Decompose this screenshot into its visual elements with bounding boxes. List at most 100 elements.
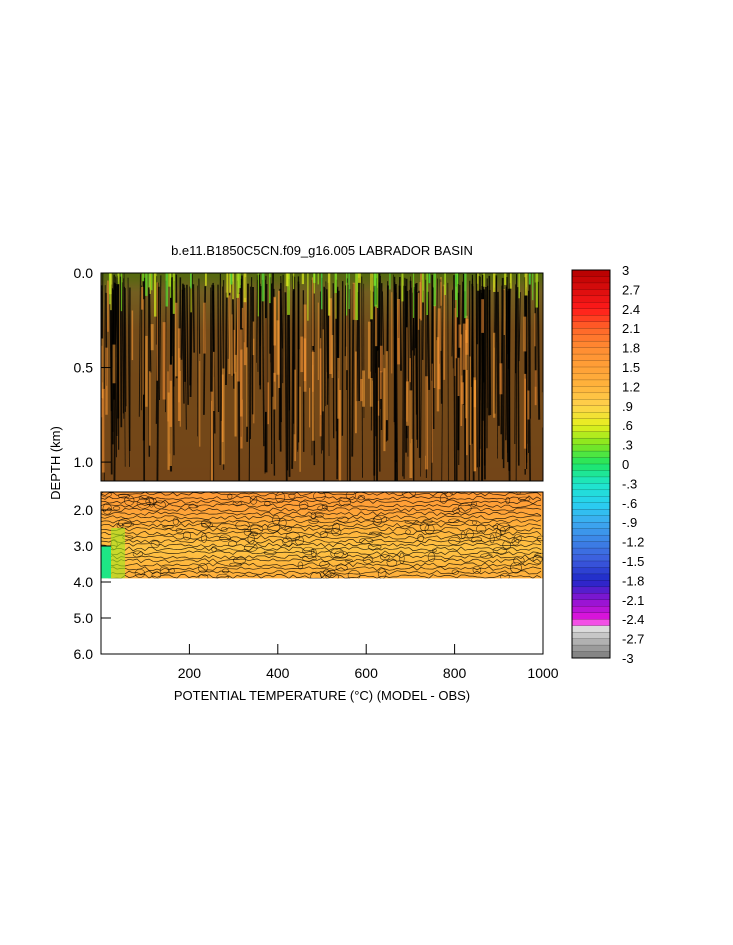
contour-line	[248, 286, 251, 481]
contour-cell	[532, 554, 543, 564]
colorbar-band	[571, 651, 611, 659]
contour-line	[101, 507, 542, 512]
contour-line	[116, 281, 119, 437]
contour-cell	[201, 522, 214, 528]
contour-cell	[476, 524, 487, 535]
contour-cell	[386, 558, 398, 567]
colorbar-band	[571, 619, 611, 627]
colorbar-band	[571, 315, 611, 323]
contour-cell	[317, 505, 328, 512]
colorbar-band	[571, 606, 611, 614]
colorbar-band	[571, 308, 611, 316]
contour-line	[198, 278, 201, 362]
upper-y-axis: 0.0 0.5 1.0	[74, 265, 111, 470]
contour-line	[394, 292, 397, 386]
contour-cell	[362, 556, 374, 564]
contour-cell	[310, 511, 317, 520]
colorbar-label: 1.2	[622, 379, 640, 394]
contour-line	[183, 284, 186, 382]
colorbar-band	[571, 399, 611, 407]
contour-cell	[427, 552, 436, 563]
x-tick-label: 600	[355, 665, 379, 681]
colorbar-band	[571, 457, 611, 465]
contour-line	[479, 289, 482, 449]
contour-line	[101, 515, 541, 520]
colorbar-band	[571, 340, 611, 349]
contour-cell	[431, 548, 437, 553]
contour-cell	[439, 493, 448, 504]
lower-y-tick-label: 2.0	[74, 502, 94, 518]
contour-cell	[466, 529, 474, 539]
contour-cell	[480, 553, 493, 559]
contour-line	[172, 289, 175, 456]
contour-cell	[505, 497, 511, 505]
colorbar-label: -.9	[622, 515, 637, 530]
colorbar-band	[571, 418, 611, 426]
contour-line	[101, 542, 542, 548]
low-anomaly-fade	[111, 528, 125, 579]
contour-line	[101, 546, 542, 552]
contour-line	[402, 285, 405, 477]
contour-line	[372, 291, 375, 481]
x-tick-label: 800	[443, 665, 467, 681]
contour-line	[101, 554, 542, 560]
contour-cell	[332, 522, 341, 533]
contour-line	[506, 287, 508, 453]
contour-cell	[227, 493, 233, 500]
colorbar-label: .3	[622, 438, 633, 453]
contour-cell	[335, 564, 348, 572]
contour-cell	[267, 523, 281, 533]
contour-cell	[288, 492, 296, 499]
contour-line	[325, 281, 328, 373]
contour-cell	[249, 524, 264, 535]
contour-cell	[331, 527, 342, 537]
lower-y-tick-label: 6.0	[74, 646, 94, 662]
colorbar-band	[571, 302, 611, 310]
contour-cell	[118, 493, 130, 499]
contour-cell	[373, 514, 387, 524]
contour-line	[475, 273, 478, 468]
contour-cell	[492, 525, 498, 529]
no-data-region	[101, 578, 543, 584]
contour-cell	[282, 536, 293, 547]
colorbar-frame	[571, 269, 611, 659]
contour-cell	[359, 537, 374, 545]
colorbar-band	[571, 366, 611, 374]
contour-cell	[310, 548, 317, 558]
contour-cell	[263, 501, 271, 507]
contour-cell	[148, 496, 155, 508]
contour-line	[156, 286, 160, 481]
colorbar-band	[571, 437, 611, 446]
contour-line	[125, 288, 127, 407]
contour-line	[101, 511, 542, 517]
colorbar-band	[571, 379, 611, 387]
contour-line	[256, 275, 258, 363]
colorbar-band	[571, 405, 611, 413]
contour-line	[119, 276, 123, 428]
colorbar-band	[571, 360, 611, 368]
contour-line	[324, 288, 327, 407]
contour-line	[517, 287, 520, 466]
contour-line	[527, 290, 531, 481]
colorbar-band	[571, 541, 611, 549]
contour-cell	[132, 550, 143, 558]
contour-line	[471, 286, 474, 444]
contour-cell	[401, 492, 416, 499]
colorbar-band	[571, 560, 611, 568]
contour-line	[453, 275, 456, 481]
contour-cell	[249, 495, 258, 505]
contour-cell	[448, 536, 461, 545]
contour-line	[101, 566, 542, 571]
colorbar-band	[571, 353, 611, 361]
contour-line	[101, 492, 542, 497]
contour-cell	[232, 556, 247, 564]
contour-line	[101, 519, 542, 524]
upper-panel: 0.0 0.5 1.0	[74, 265, 544, 482]
contour-cell	[263, 550, 277, 556]
contour-cell	[159, 566, 170, 575]
contour-cell	[345, 492, 357, 501]
contour-line	[121, 282, 125, 414]
contour-line	[180, 283, 184, 360]
contour-line	[403, 277, 406, 479]
